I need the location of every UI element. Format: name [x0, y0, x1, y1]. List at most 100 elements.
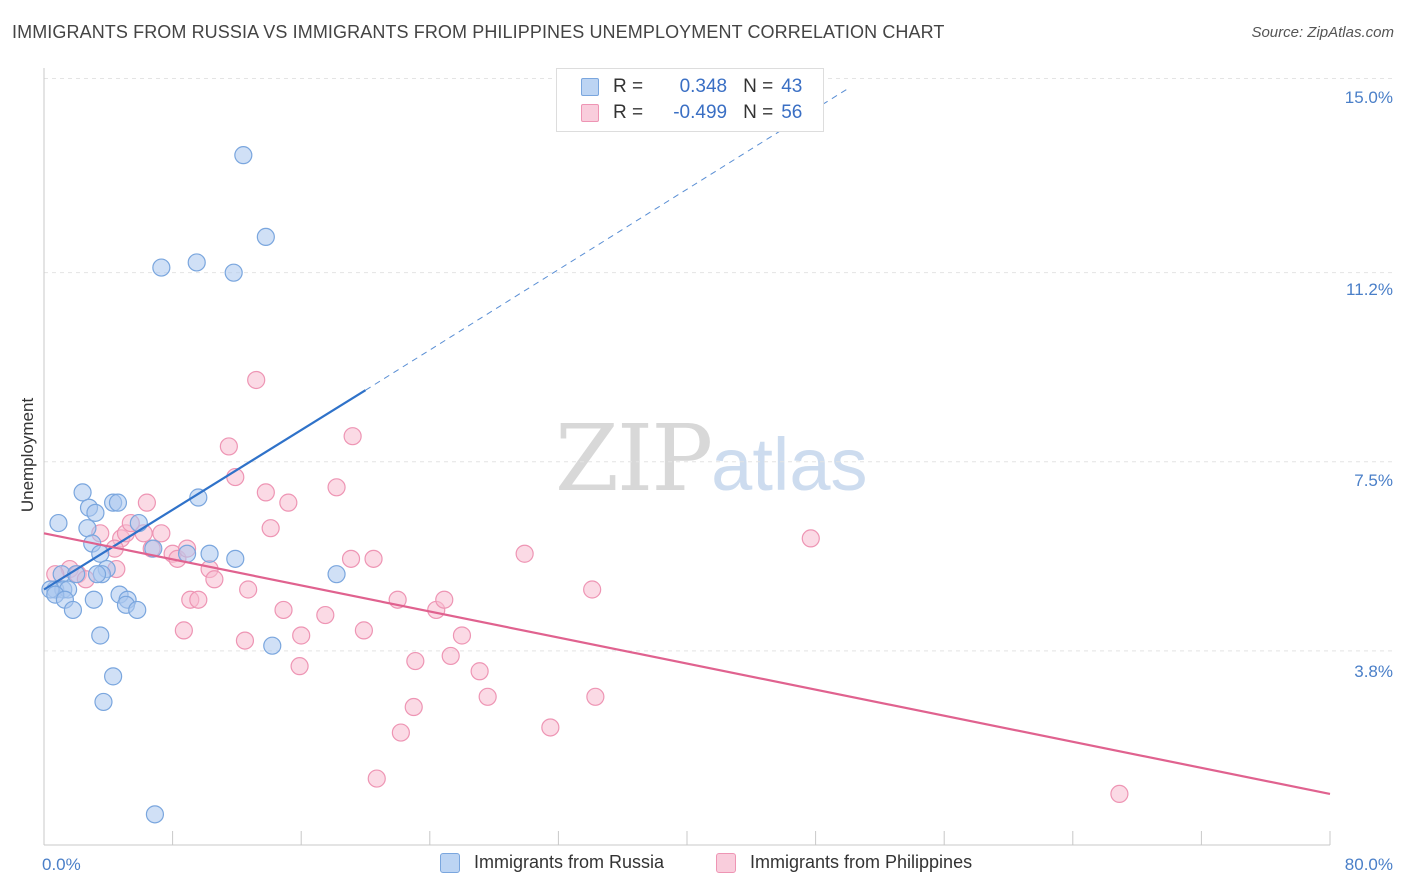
- russia-point-12: [78, 519, 97, 538]
- points-layer: [41, 146, 1129, 824]
- philippines-r-label: R =: [613, 102, 644, 123]
- trend-layer: [43, 88, 1331, 795]
- philippines-point-52: [391, 723, 410, 742]
- russia-swatch: [581, 78, 599, 96]
- philippines-n-label: N =: [743, 102, 774, 123]
- philippines-n-value: 56: [781, 102, 803, 123]
- philippines-point-12: [152, 524, 171, 543]
- russia-point-2: [187, 253, 206, 272]
- legend-item-philippines[interactable]: Immigrants from Philippines: [716, 852, 972, 873]
- source-label[interactable]: Source: ZipAtlas.com: [1251, 24, 1394, 41]
- y-tick-label-3-8: 3.8%: [1354, 662, 1393, 681]
- philippines-point-50: [586, 687, 605, 706]
- philippines-point-45: [290, 657, 309, 676]
- russia-point-6: [49, 513, 68, 533]
- russia-point-22: [87, 565, 107, 584]
- watermark-zip: ZIP: [555, 405, 713, 512]
- philippines-point-39: [316, 605, 335, 625]
- philippines-point-30: [205, 570, 224, 589]
- philippines-point-22: [515, 544, 534, 563]
- philippines-point-6: [279, 493, 298, 512]
- philippines-point-38: [583, 580, 602, 599]
- russia-trend-extension: [365, 88, 849, 391]
- russia-point-0: [234, 146, 253, 165]
- russia-point-16: [144, 539, 163, 558]
- russia-point-39: [263, 636, 282, 655]
- philippines-point-42: [452, 626, 472, 645]
- philippines-point-51: [404, 697, 423, 717]
- philippines-point-2: [219, 437, 238, 456]
- russia-point-19: [226, 549, 245, 568]
- russia-n-value: 43: [781, 76, 803, 97]
- russia-point-35: [128, 600, 147, 620]
- russia-point-13: [129, 513, 148, 533]
- philippines-point-1: [343, 427, 362, 446]
- russia-point-4: [224, 263, 243, 282]
- russia-point-11: [189, 488, 208, 507]
- philippines-point-23: [801, 529, 820, 548]
- russia-point-31: [84, 590, 103, 609]
- y-tick-label-7-5: 7.5%: [1354, 471, 1393, 490]
- philippines-point-44: [235, 631, 255, 650]
- philippines-point-37: [435, 590, 454, 609]
- russia-point-41: [94, 692, 113, 712]
- x-tick-label-max: 80.0%: [1345, 855, 1393, 874]
- philippines-point-0: [247, 370, 266, 390]
- philippines-point-5: [256, 483, 275, 502]
- russia-point-38: [327, 565, 346, 584]
- legend-philippines-swatch: [716, 852, 736, 873]
- philippines-point-33: [189, 590, 208, 609]
- philippines-point-41: [354, 621, 373, 640]
- russia-r-label: R =: [613, 76, 644, 97]
- philippines-point-55: [1110, 784, 1129, 804]
- philippines-point-46: [406, 651, 425, 671]
- russia-point-10: [108, 493, 128, 512]
- philippines-point-54: [367, 769, 386, 788]
- philippines-point-49: [478, 687, 497, 706]
- philippines-point-43: [174, 621, 193, 640]
- legend-row-philippines: R = -0.499 N = 56: [581, 101, 802, 125]
- russia-point-3: [152, 258, 171, 277]
- legend-row-russia: R = 0.348 N = 43: [581, 75, 802, 99]
- philippines-trend-line: [43, 532, 1331, 795]
- russia-n-label: N =: [743, 76, 774, 97]
- philippines-point-53: [541, 718, 560, 737]
- russia-point-37: [91, 626, 110, 645]
- legend-philippines-label: Immigrants from Philippines: [750, 852, 973, 872]
- y-tick-label-15-0: 15.0%: [1345, 88, 1393, 107]
- tick-label-layer: 0.0% 80.0% 3.8% 7.5% 11.2% 15.0%: [42, 88, 1393, 874]
- watermark-atlas: atlas: [711, 423, 868, 506]
- philippines-point-47: [441, 646, 460, 666]
- russia-point-8: [86, 503, 105, 522]
- russia-trend-line: [43, 389, 367, 591]
- russia-point-36: [63, 600, 83, 620]
- philippines-point-34: [274, 600, 293, 620]
- x-tick-label-min: 0.0%: [42, 855, 81, 874]
- axis-layer: [43, 68, 1331, 846]
- philippines-point-7: [137, 493, 156, 512]
- series-legend: Immigrants from Russia Immigrants from P…: [0, 852, 1406, 878]
- watermark: ZIPatlas: [555, 405, 867, 512]
- russia-r-value: 0.348: [679, 76, 728, 97]
- russia-point-40: [104, 667, 123, 686]
- russia-point-1: [256, 227, 275, 247]
- legend-item-russia[interactable]: Immigrants from Russia: [440, 852, 664, 873]
- grid-layer: [44, 78, 1395, 652]
- russia-point-5: [73, 483, 92, 502]
- philippines-point-20: [341, 549, 361, 568]
- correlation-legend: R = 0.348 N = 43 R = -0.499 N = 56: [556, 68, 824, 132]
- y-tick-label-11-2: 11.2%: [1346, 280, 1393, 299]
- legend-russia-label: Immigrants from Russia: [474, 852, 665, 872]
- russia-point-18: [200, 544, 219, 563]
- philippines-point-40: [292, 626, 311, 645]
- philippines-r-value: -0.499: [673, 102, 728, 123]
- philippines-point-48: [470, 662, 489, 681]
- russia-point-42: [145, 805, 165, 824]
- philippines-point-4: [327, 478, 346, 497]
- legend-russia-swatch: [440, 852, 460, 873]
- philippines-point-31: [239, 580, 258, 599]
- philippines-point-8: [261, 519, 280, 538]
- philippines-swatch: [581, 104, 599, 122]
- russia-point-17: [177, 544, 197, 563]
